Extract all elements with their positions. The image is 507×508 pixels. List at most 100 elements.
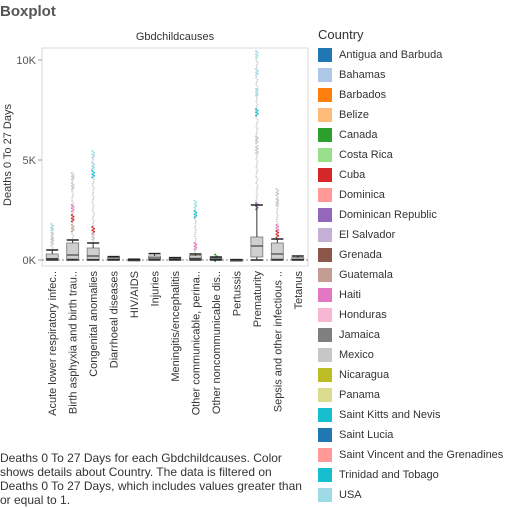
box-9 [229,258,243,262]
legend-item[interactable]: Nicaragua [318,365,507,385]
outlier-dot [255,175,258,178]
outlier-dot [92,204,95,207]
legend-item[interactable]: Costa Rica [318,145,507,165]
data-point [256,89,259,92]
legend-item[interactable]: Canada [318,125,507,145]
data-point [275,236,278,239]
outlier-dot [255,116,258,119]
legend-item[interactable]: Panama [318,385,507,405]
data-point [70,224,73,226]
data-point [195,201,198,204]
legend-item[interactable]: Saint Vincent and the Grenadines [318,445,507,465]
legend-item[interactable]: Honduras [318,305,507,325]
outlier-dot [91,185,94,187]
x-tick-label: Prematurity [252,271,264,328]
legend-item[interactable]: Grenada [318,245,507,265]
legend-item[interactable]: Trinidad and Tobago [318,465,507,485]
outlier-dot [256,186,259,189]
legend-label: El Salvador [339,229,396,241]
legend-swatch [318,308,332,322]
legend-item[interactable]: Dominican Republic [318,205,507,225]
data-point [70,207,73,210]
data-point [275,194,278,197]
legend-swatch [318,428,332,442]
data-point [70,204,73,206]
data-point [255,108,258,110]
outlier-dot [92,215,95,218]
data-point [277,234,280,237]
data-point [255,139,258,142]
outlier-dot [71,197,73,200]
outlier-dot [193,233,196,236]
box-2 [86,150,100,261]
data-point [195,211,198,214]
data-point [255,149,258,152]
data-point [277,199,280,202]
chart-title: Gbdchildcauses [136,31,215,43]
outlier-dot [256,184,259,187]
data-point [193,213,196,216]
outlier-dot [276,216,279,219]
outlier-dot [255,109,258,112]
data-point [91,238,94,241]
legend-item[interactable]: Haiti [318,285,507,305]
outlier-dot [195,237,197,240]
data-point [91,156,94,159]
outlier-dot [193,251,196,253]
data-point [256,92,259,95]
data-point [70,185,73,188]
outlier-dot [256,177,259,180]
data-point [255,94,258,97]
outlier-dot [255,100,258,103]
data-point [50,238,53,240]
data-point [256,112,259,115]
data-point [70,220,73,223]
legend-swatch [318,208,332,222]
legend-swatch [318,188,332,202]
legend-item[interactable]: El Salvador [318,225,507,245]
legend-item[interactable]: Antigua and Barbuda [318,45,507,65]
box-5 [148,252,161,261]
box-0 [45,223,59,261]
outlier-dot [91,202,94,205]
data-point [72,208,75,211]
outlier-dot [255,63,258,66]
outlier-dot [92,158,95,161]
outlier-dot [256,103,259,105]
outlier-dot [256,120,259,123]
outlier-dot [72,201,75,204]
data-point [52,227,55,230]
legend-item[interactable]: Belize [318,105,507,125]
data-point [70,214,73,216]
data-point [70,172,73,174]
outlier-dot [255,182,258,185]
data-point [193,245,196,248]
legend-item[interactable]: Bahamas [318,65,507,85]
legend-item[interactable]: Jamaica [318,325,507,345]
x-tick-label: Meningitis/encephalitis [170,271,182,382]
x-tick-label: Congenital anomalies [88,271,100,377]
legend-item[interactable]: Guatemala [318,265,507,285]
data-point [193,216,196,219]
data-point [50,241,53,244]
legend-label: Trinidad and Tobago [339,469,439,481]
legend-item[interactable]: Barbados [318,85,507,105]
outlier-dot [255,162,258,165]
outlier-dot [255,199,258,202]
data-point [275,191,278,194]
outlier-dot [256,144,259,147]
outlier-dot [255,122,258,125]
data-point [255,152,258,155]
legend-item[interactable]: Saint Lucia [318,425,507,445]
legend-item[interactable]: USA [318,485,507,505]
data-point [52,242,55,245]
legend-swatch [318,148,332,162]
outlier-dot [72,193,75,195]
data-point [256,72,259,75]
legend-label: Saint Vincent and the Grenadines [339,449,504,461]
outlier-dot [255,180,258,182]
legend-item[interactable]: Saint Kitts and Nevis [318,405,507,425]
legend-item[interactable]: Cuba [318,165,507,185]
legend-item[interactable]: Dominica [318,185,507,205]
legend-item[interactable]: Mexico [318,345,507,365]
